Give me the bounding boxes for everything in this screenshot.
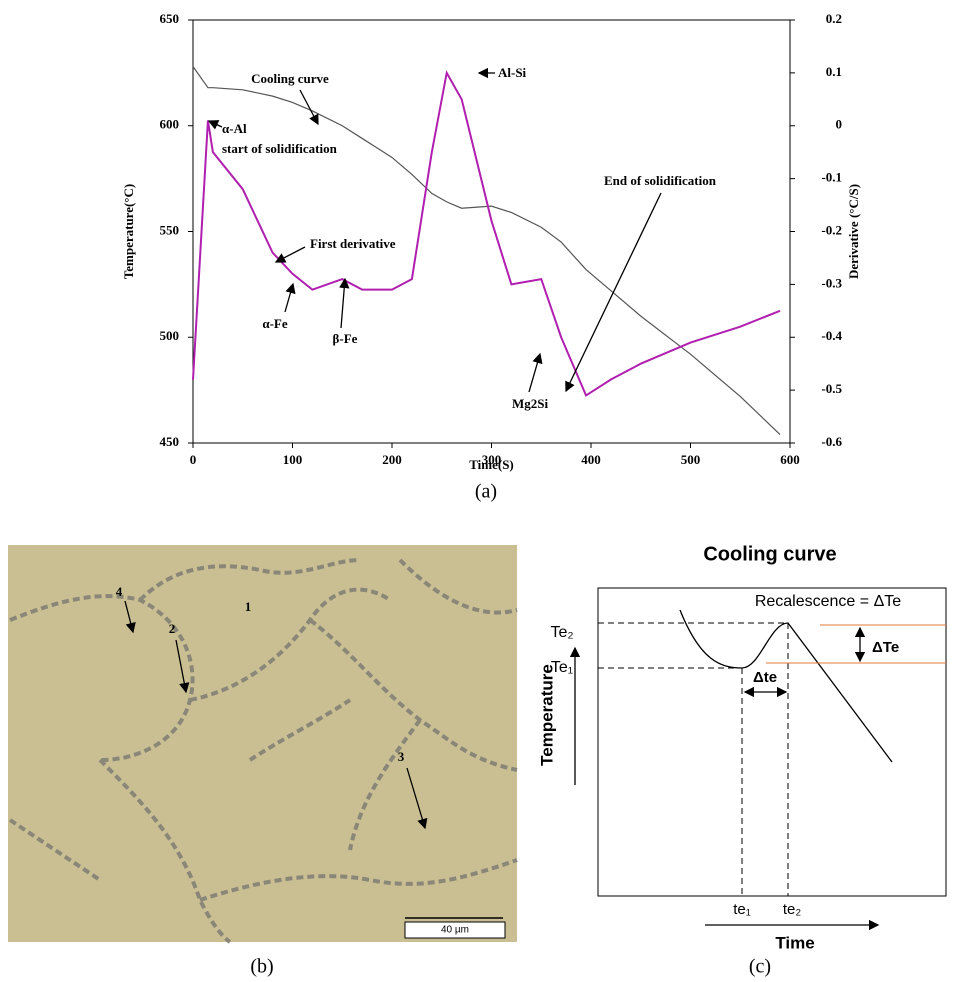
x-tick-label: 600 (780, 452, 800, 467)
x-tick-label: 100 (283, 452, 303, 467)
guide-lines (598, 622, 789, 896)
series-line (192, 69, 781, 397)
y2-axis-label: Derivative (°C/S) (846, 184, 861, 279)
schematic-curve (679, 609, 893, 763)
panel-label: (a) (475, 481, 497, 503)
x-axis-label: Time(S) (469, 457, 514, 472)
panel-label: (c) (749, 956, 771, 978)
marker-arrows (124, 600, 428, 830)
y-tick-label: 650 (160, 11, 180, 26)
y2-tick-label: -0.6 (821, 434, 842, 449)
time-label: te₁ (733, 901, 751, 918)
delta-time-label: Δte (753, 669, 777, 686)
annotation-arrow (565, 192, 662, 393)
annotation: Cooling curve (251, 71, 329, 86)
annotation-arrow (207, 120, 223, 130)
annotation: α-Fe (262, 316, 288, 331)
chart-a: 0 100 200 300 400 500 600 450 500 550 600 650 -0.6 -0… (121, 11, 861, 472)
annotation: start of solidification (222, 141, 338, 156)
series-line (192, 66, 781, 435)
annotation-arrow (274, 246, 306, 263)
annotation: End of solidification (604, 173, 717, 188)
annotation: First derivative (310, 236, 396, 251)
y-tick-label: 500 (160, 328, 180, 343)
y-axis-label: Temperature(°C) (121, 184, 136, 279)
phase-network (8, 558, 518, 944)
delta-arrows (569, 626, 880, 931)
annotation: Al-Si (498, 65, 527, 80)
y2-tick-label: -0.2 (821, 222, 842, 237)
level-label: Te₁ (551, 659, 573, 676)
annotation: Mg2Si (512, 396, 549, 411)
x-tick-label: 300 (482, 452, 502, 467)
y2-tick-label: -0.3 (821, 275, 842, 290)
x-tick-label: 200 (382, 452, 402, 467)
time-label: te₂ (783, 901, 802, 918)
marker-label: 4 (116, 584, 123, 599)
x-tick-label: 0 (190, 452, 197, 467)
annotation: β-Fe (333, 331, 358, 346)
annotation-arrow (299, 89, 319, 126)
panel-label: (b) (250, 956, 273, 978)
micrograph: 1 2 3 4 40 µm (8, 545, 518, 944)
delta-te-label: ΔTe (872, 639, 899, 656)
x-tick-label: 400 (581, 452, 601, 467)
y2-tick-label: -0.5 (821, 381, 842, 396)
y2-tick-label: -0.4 (821, 328, 842, 343)
recalescence-label: Recalescence = ΔTe (755, 593, 901, 610)
annotation-arrow (284, 282, 296, 313)
level-label: Te₂ (550, 624, 573, 641)
y-tick-label: 550 (160, 222, 180, 237)
marker-label: 1 (245, 599, 252, 614)
y2-tick-label: 0.2 (826, 11, 842, 26)
scale-label: 40 µm (441, 925, 469, 936)
x-axis-label: Time (775, 933, 814, 952)
y2-tick-label: 0.1 (826, 64, 842, 79)
orange-lines (766, 624, 946, 664)
y2-tick-label: -0.1 (821, 170, 842, 185)
marker-label: 3 (398, 749, 405, 764)
y-axis-label: Temperature (537, 664, 556, 766)
x-tick-label: 500 (681, 452, 701, 467)
annotation-arrow (528, 352, 543, 393)
y-tick-label: 600 (160, 117, 180, 132)
marker-label: 2 (169, 621, 176, 636)
annotation-arrow (339, 277, 350, 329)
schematic-title: Cooling curve (703, 543, 836, 565)
schematic-frame (597, 587, 947, 897)
schematic: Cooling curve Recalescence = ΔTe ΔTe Δte… (537, 543, 947, 952)
y-tick-label: 450 (160, 434, 180, 449)
y2-tick-label: 0 (836, 117, 843, 132)
annotation: α-Al (222, 121, 247, 136)
scale-box (404, 921, 506, 939)
